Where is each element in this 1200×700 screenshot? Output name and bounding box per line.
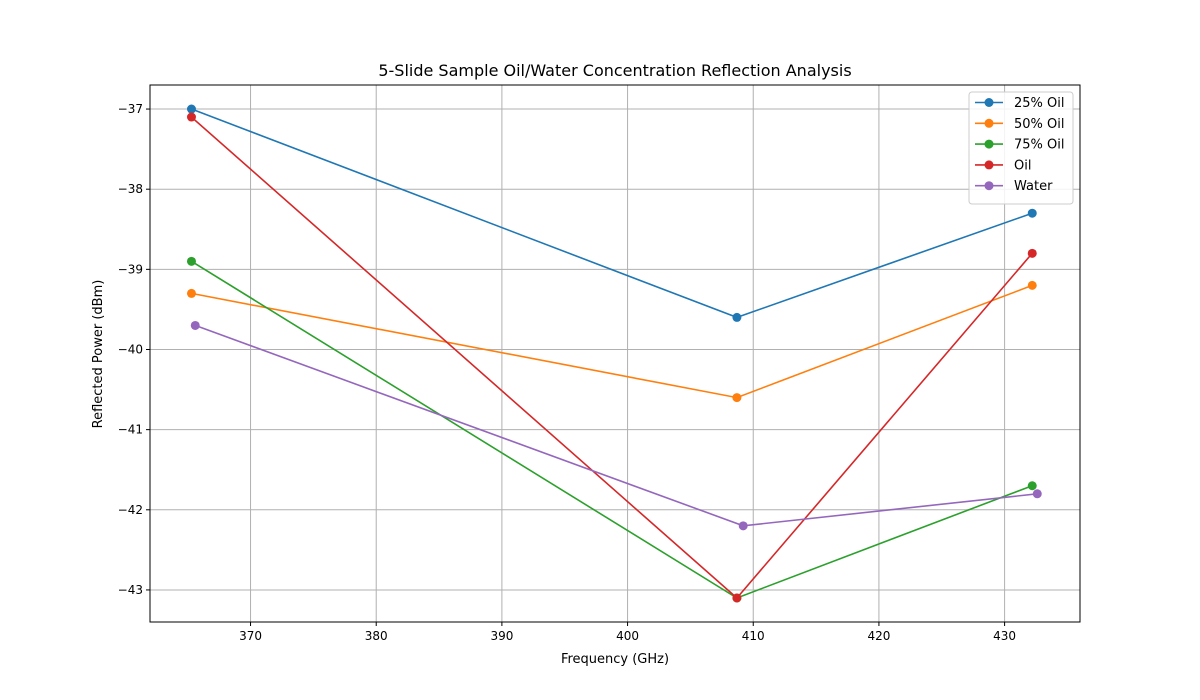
- legend-entry-50-oil: 50% Oil: [975, 117, 1064, 132]
- series-oil: [186, 112, 1037, 603]
- data-point-25-oil: [732, 312, 742, 322]
- x-tick-label: 430: [993, 629, 1016, 643]
- series-line-25-oil: [191, 108, 1033, 319]
- legend: 25% Oil 50% Oil 75% Oil Oil Water: [968, 91, 1074, 205]
- legend-swatch-marker: [984, 98, 994, 107]
- x-tick-label: 400: [616, 629, 639, 643]
- legend-label: 50% Oil: [1014, 117, 1064, 132]
- plot-frame: [149, 84, 1081, 623]
- y-tick-label: −37: [118, 102, 143, 116]
- series-water: [190, 320, 1042, 531]
- legend-swatch-marker: [984, 160, 994, 170]
- data-point-75-oil: [186, 256, 196, 266]
- x-tick-label: 380: [365, 629, 388, 643]
- legend-entry-oil: Oil: [975, 158, 1031, 173]
- data-point-oil: [1027, 248, 1037, 258]
- legend-label: Water: [1014, 179, 1053, 194]
- axis-ticks: 370 380 390 400 410 420 430 −37 −38 −39 −40 −41 −42 −…: [118, 102, 1016, 643]
- legend-swatch-marker: [984, 139, 994, 149]
- legend-entry-75-oil: 75% Oil: [975, 138, 1064, 153]
- x-tick-label: 390: [490, 629, 513, 643]
- data-point-25-oil: [1027, 208, 1037, 218]
- data-point-75-oil: [1027, 481, 1037, 491]
- data-point-oil: [186, 112, 196, 122]
- y-tick-label: −41: [118, 423, 143, 437]
- data-point-water: [738, 521, 748, 531]
- series-25-oil: [186, 104, 1037, 322]
- legend-swatch-marker: [984, 118, 994, 128]
- series-50-oil: [186, 280, 1037, 403]
- data-point-50-oil: [186, 288, 196, 298]
- y-tick-label: −38: [118, 182, 143, 196]
- data-point-oil: [732, 593, 742, 603]
- x-tick-label: 410: [742, 629, 765, 643]
- legend-entry-water: Water: [975, 179, 1053, 194]
- y-tick-label: −42: [118, 503, 143, 517]
- data-point-25-oil: [186, 104, 196, 114]
- legend-label: Oil: [1014, 158, 1031, 173]
- y-tick-label: −39: [118, 262, 143, 276]
- chart-title: 5-Slide Sample Oil/Water Concentration R…: [378, 61, 851, 80]
- grid: [150, 85, 1080, 622]
- series-layer: [186, 104, 1042, 603]
- data-point-water: [190, 320, 200, 330]
- legend-swatch-marker: [984, 181, 994, 191]
- legend-box: [968, 91, 1074, 205]
- y-tick-label: −43: [118, 583, 143, 597]
- y-tick-label: −40: [118, 342, 143, 356]
- legend-label: 25% Oil: [1014, 96, 1064, 111]
- series-line-water: [194, 324, 1038, 527]
- series-line-50-oil: [191, 284, 1033, 399]
- x-tick-label: 370: [239, 629, 262, 643]
- x-tick-label: 420: [867, 629, 890, 643]
- legend-entry-25-oil: 25% Oil: [975, 96, 1064, 111]
- x-axis-label: Frequency (GHz): [561, 652, 669, 667]
- data-point-water: [1032, 489, 1042, 499]
- y-axis-label: Reflected Power (dBm): [91, 280, 106, 429]
- legend-label: 75% Oil: [1014, 138, 1064, 153]
- data-point-50-oil: [732, 393, 742, 403]
- data-point-50-oil: [1027, 280, 1037, 290]
